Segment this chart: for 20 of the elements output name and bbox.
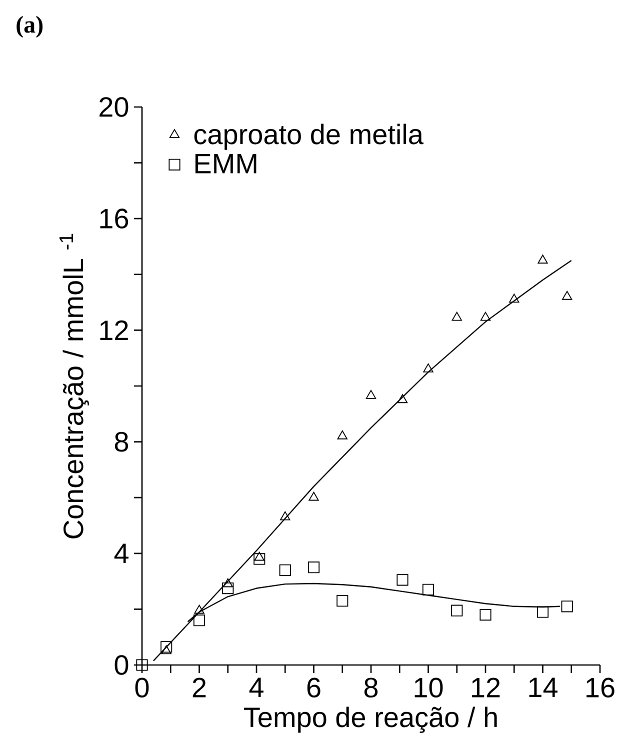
- x-tick-label: 6: [307, 678, 320, 698]
- y-tick-label: 20: [100, 97, 128, 117]
- y-tick-label: 4: [114, 544, 128, 564]
- y-tick-label: 8: [114, 432, 128, 452]
- x-tick-label: 10: [414, 678, 443, 698]
- y-tick-label: 0: [114, 655, 128, 675]
- x-tick-label: 0: [135, 678, 149, 698]
- x-tick-label: 12: [472, 678, 500, 698]
- y-tick-label: 16: [100, 208, 128, 229]
- legend-label: EMM: [195, 154, 256, 174]
- x-tick-label: 16: [586, 678, 614, 698]
- legend-label: caproato de metila: [194, 124, 424, 150]
- y-axis-title: Concentração / mmolL $^{-1}$: [60, 234, 89, 538]
- x-tick-label: 4: [249, 678, 264, 697]
- x-axis-title: Tempo de reação / h: [244, 706, 497, 733]
- x-tick-label: 2: [192, 678, 206, 698]
- y-tick-label: 12: [100, 320, 128, 340]
- x-tick-label: 14: [529, 678, 558, 697]
- x-tick-label: 8: [364, 678, 378, 698]
- chart-title: (a): [16, 16, 43, 38]
